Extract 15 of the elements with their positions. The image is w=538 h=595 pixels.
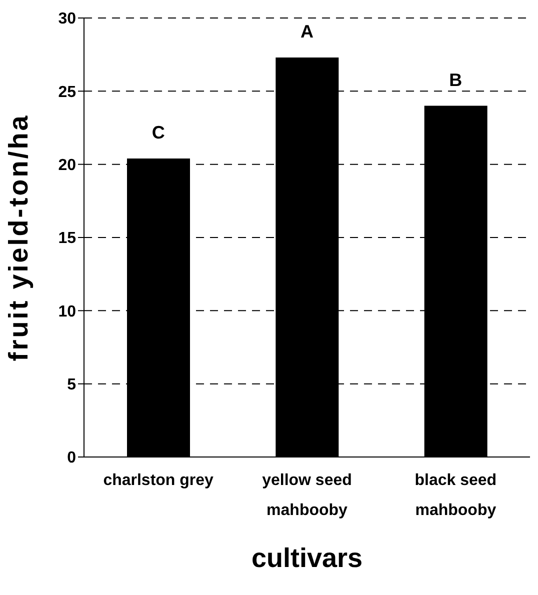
- y-tick-label: 10: [58, 303, 76, 320]
- y-tick-label: 5: [67, 376, 76, 394]
- y-tick-label: 0: [67, 450, 76, 467]
- annotation: A: [300, 22, 314, 42]
- x-tick-label: charlston grey: [103, 472, 214, 489]
- y-tick-label: 15: [58, 230, 76, 248]
- annotation: B: [449, 70, 462, 90]
- y-axis-title: fruit yield-ton/ha: [4, 114, 34, 362]
- y-tick-label: 30: [58, 10, 76, 28]
- x-tick-label: yellow seed mahbooby: [262, 472, 352, 519]
- annotation: C: [152, 122, 165, 142]
- x-tick-label: black seed mahbooby: [414, 472, 497, 519]
- y-tick-label: 20: [58, 157, 76, 174]
- y-tick-label: 25: [58, 84, 76, 101]
- x-axis-title: cultivars: [251, 543, 363, 573]
